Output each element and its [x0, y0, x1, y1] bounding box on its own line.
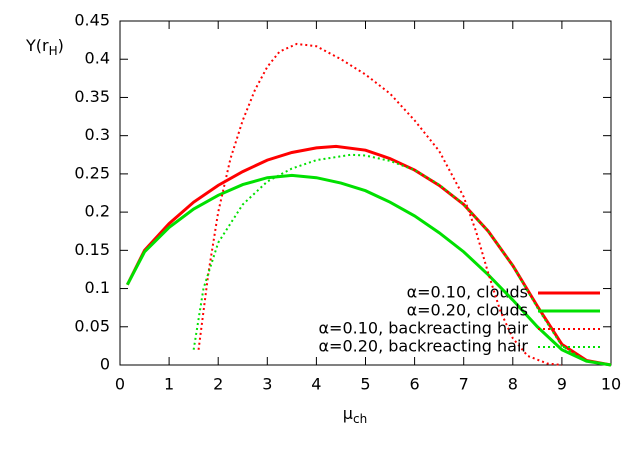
y-label-sub: H: [49, 44, 58, 58]
x-tick-label: 2: [213, 375, 223, 394]
y-axis-label: Y(rH): [25, 36, 64, 58]
x-tick-label: 1: [164, 375, 174, 394]
legend-label: α=0.20, backreacting hair: [318, 337, 528, 356]
legend-label: α=0.10, backreacting hair: [318, 319, 528, 338]
x-tick-label: 0: [115, 375, 125, 394]
series-line: [126, 144, 612, 367]
x-tick-label: 6: [410, 375, 420, 394]
x-tick-label: 3: [262, 375, 272, 394]
y-tick-label: 0.25: [74, 163, 110, 182]
x-label-main: μ: [343, 404, 353, 423]
y-tick-label: 0.35: [74, 87, 110, 106]
series-line: [126, 173, 612, 367]
y-label-main: Y(r: [25, 36, 49, 55]
series-line: [197, 42, 563, 366]
y-tick-label: 0.1: [85, 278, 110, 297]
y-tick-label: 0.15: [74, 240, 110, 259]
y-tick-label: 0.4: [85, 49, 110, 68]
y-tick-label: 0.45: [74, 11, 110, 30]
y-tick-label: 0.05: [74, 316, 110, 335]
x-tick-label: 10: [601, 375, 621, 394]
legend-label: α=0.10, clouds: [407, 283, 528, 302]
x-tick-label: 9: [557, 375, 567, 394]
x-label-sub: ch: [353, 412, 367, 426]
y-label-end: ): [58, 36, 64, 55]
y-tick-label: 0: [100, 355, 110, 374]
x-axis-label: μch: [343, 404, 367, 426]
x-tick-label: 4: [311, 375, 321, 394]
legend-label: α=0.20, clouds: [407, 301, 528, 320]
x-tick-label: 7: [459, 375, 469, 394]
x-tick-label: 5: [360, 375, 370, 394]
y-tick-label: 0.2: [85, 202, 110, 221]
y-tick-label: 0.3: [85, 125, 110, 144]
x-tick-label: 8: [508, 375, 518, 394]
plot-frame: [119, 20, 612, 366]
